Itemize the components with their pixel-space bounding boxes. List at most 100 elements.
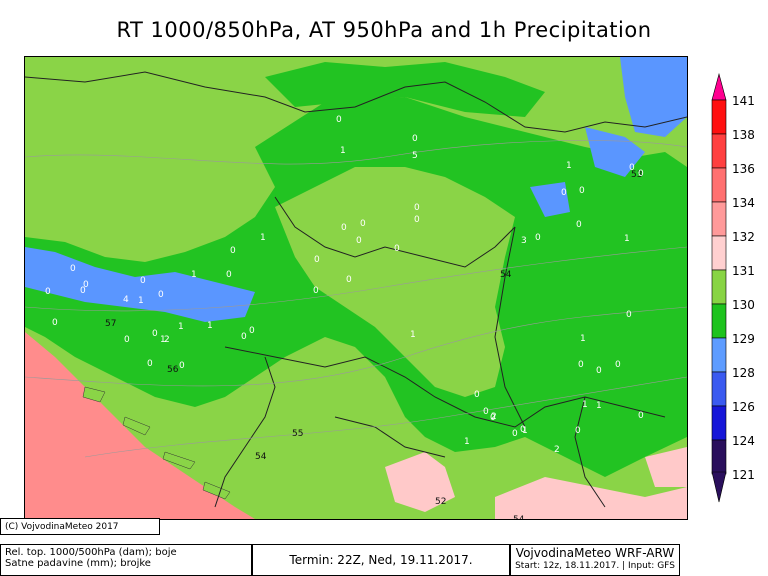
model-info: Start: 12z, 18.11.2017. | Input: GFS	[515, 561, 675, 571]
legend-swatch-128	[711, 337, 727, 373]
contour-label: 56	[167, 365, 179, 375]
precip-value: 1	[580, 334, 586, 344]
legend-label-129: 129	[732, 332, 755, 346]
color-legend: 141 138 136 134 132 131 130 129 128 126 124 121	[700, 70, 768, 520]
precip-value: 1	[260, 233, 266, 243]
map-title: RT 1000/850hPa, AT 950hPa and 1h Precipi…	[116, 18, 652, 42]
precip-value: 0	[230, 246, 236, 256]
precip-value: 0	[520, 425, 526, 435]
precip-value: 0	[575, 426, 581, 436]
precip-value: 1	[522, 426, 528, 436]
blue-zone-east2	[530, 182, 570, 217]
precip-value: 0	[394, 244, 400, 254]
precip-value: 2	[491, 412, 497, 422]
precip-value: 0	[412, 134, 418, 144]
caption-line-1: Rel. top. 1000/500hPa (dam); boje	[5, 547, 177, 558]
precip-value: 1	[178, 322, 184, 332]
precip-value: 0	[147, 359, 153, 369]
precip-value: 1	[191, 270, 197, 280]
legend-swatch-124	[711, 405, 727, 441]
blue-zone-east	[585, 127, 645, 177]
termin-text: Termin: 22Z, Ned, 19.11.2017.	[252, 544, 510, 576]
precip-value: 0	[249, 326, 255, 336]
precip-value: 0	[356, 236, 362, 246]
weather-map: 57 56 55 54 54 53 54 52 1 1 0 0 2 1 1 0 0 0 1 2 0 0 4 5 3 0 0 1 2 0 0 1…	[24, 56, 688, 520]
legend-arrow-bottom	[711, 471, 727, 503]
precip-value: 0	[596, 366, 602, 376]
precip-value: 1	[566, 161, 572, 171]
precip-value: 1	[464, 437, 470, 447]
precip-value: 0	[626, 310, 632, 320]
precip-value: 0	[45, 287, 51, 297]
blue-zone-northeast	[620, 57, 687, 137]
legend-swatch-130	[711, 269, 727, 305]
precip-value: 1	[138, 296, 144, 306]
precip-value: 0	[83, 280, 89, 290]
precip-value: 0	[241, 332, 247, 342]
precip-value: 0	[346, 275, 352, 285]
legend-label-138: 138	[732, 128, 755, 142]
precip-value: 0	[561, 188, 567, 198]
legend-swatch-132	[711, 201, 727, 237]
copyright-text: (C) VojvodinaMeteo 2017	[0, 518, 160, 535]
dark-green-north	[265, 62, 545, 117]
precip-value: 0	[314, 255, 320, 265]
precip-value: 0	[414, 203, 420, 213]
isolines	[25, 140, 687, 458]
precip-value: 0	[512, 429, 518, 439]
precip-value: 2	[554, 445, 560, 455]
pink-zone-south	[385, 452, 455, 512]
caption-box: Rel. top. 1000/500hPa (dam); boje Satne …	[0, 544, 252, 576]
pink-zone-east	[645, 447, 687, 487]
light-green-plain	[275, 167, 515, 397]
precip-value: 1	[596, 401, 602, 411]
precip-value: 0	[140, 276, 146, 286]
precip-value: 2	[164, 335, 170, 345]
contour-label: 55	[292, 429, 304, 439]
precip-value: 0	[578, 360, 584, 370]
precip-value: 1	[207, 321, 213, 331]
precip-value: 0	[474, 390, 480, 400]
legend-arrow-top	[711, 72, 727, 101]
precip-value: 1	[624, 234, 630, 244]
precip-value: 0	[152, 329, 158, 339]
precip-value: 0	[313, 286, 319, 296]
legend-swatch-138	[711, 99, 727, 135]
precip-value: 0	[360, 219, 366, 229]
contour-label: 53	[631, 170, 643, 180]
contour-label: 57	[105, 319, 117, 329]
model-box: VojvodinaMeteo WRF-ARW Start: 12z, 18.11…	[510, 544, 680, 576]
precip-value: 3	[521, 236, 527, 246]
contour-label: 54	[500, 270, 512, 280]
precip-value: 0	[535, 233, 541, 243]
legend-label-141: 141	[732, 94, 755, 108]
precip-value: 1	[160, 335, 166, 345]
blue-zone-west	[25, 247, 255, 322]
legend-label-126: 126	[732, 400, 755, 414]
islands	[82, 386, 231, 500]
legend-label-121: 121	[732, 468, 755, 482]
precip-value: 4	[123, 295, 129, 305]
precip-value: 0	[70, 264, 76, 274]
legend-label-124: 124	[732, 434, 755, 448]
precip-value: 0	[629, 163, 635, 173]
precip-value: 0	[226, 270, 232, 280]
precip-value: 0	[124, 335, 130, 345]
contour-label: 54	[513, 515, 525, 520]
precip-value: 0	[638, 411, 644, 421]
precip-value: 0	[179, 361, 185, 371]
pink-zone-southeast	[495, 477, 687, 519]
precip-value: 0	[579, 186, 585, 196]
precip-value: 0	[52, 318, 58, 328]
contour-label: 52	[435, 497, 447, 507]
legend-label-136: 136	[732, 162, 755, 176]
caption-line-2: Satne padavine (mm); brojke	[5, 558, 151, 569]
legend-label-131: 131	[732, 264, 755, 278]
precip-value: 0	[490, 413, 496, 423]
legend-swatch-136	[711, 133, 727, 169]
map-canvas	[25, 57, 687, 519]
contour-label: 54	[255, 452, 267, 462]
precip-value: 1	[582, 400, 588, 410]
country-borders	[25, 71, 687, 508]
sea-area	[25, 332, 255, 519]
